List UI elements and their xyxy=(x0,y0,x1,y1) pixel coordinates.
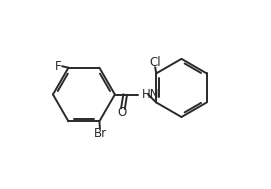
Text: O: O xyxy=(118,106,127,119)
Text: HN: HN xyxy=(142,88,160,101)
Text: F: F xyxy=(55,60,62,73)
Text: Cl: Cl xyxy=(149,56,161,69)
Text: Br: Br xyxy=(94,127,107,140)
